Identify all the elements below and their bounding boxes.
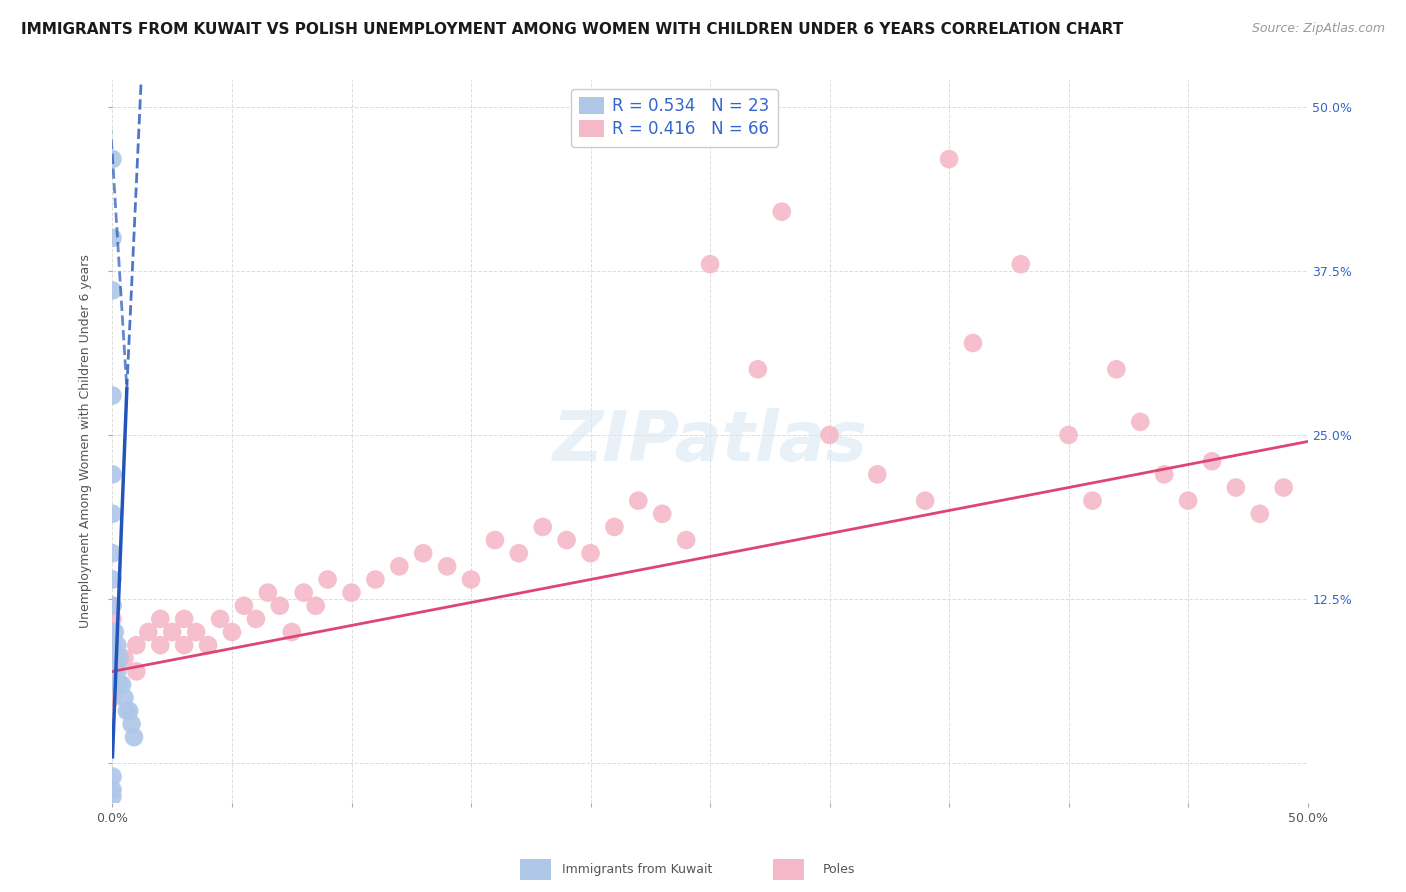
- Point: [257, 585, 280, 599]
- Point: [675, 533, 697, 547]
- Point: [101, 770, 124, 784]
- Point: [101, 651, 124, 665]
- Point: [104, 625, 127, 640]
- Text: ZIPatlas: ZIPatlas: [553, 408, 868, 475]
- Point: [1129, 415, 1152, 429]
- Point: [101, 546, 124, 560]
- Point: [412, 546, 434, 560]
- Point: [122, 730, 145, 744]
- Point: [914, 493, 936, 508]
- Point: [101, 612, 124, 626]
- Point: [531, 520, 554, 534]
- Point: [162, 625, 183, 640]
- Point: [269, 599, 291, 613]
- Point: [699, 257, 721, 271]
- Point: [651, 507, 673, 521]
- Point: [101, 625, 124, 640]
- Point: [149, 638, 172, 652]
- Point: [233, 599, 256, 613]
- Point: [101, 507, 124, 521]
- Point: [1081, 493, 1104, 508]
- Point: [101, 599, 124, 613]
- Point: [1225, 481, 1247, 495]
- Point: [104, 651, 127, 665]
- Point: [281, 625, 304, 640]
- Point: [101, 665, 124, 679]
- Point: [149, 612, 172, 626]
- Point: [121, 717, 143, 731]
- Point: [101, 573, 124, 587]
- Point: [104, 677, 127, 691]
- Point: [603, 520, 626, 534]
- Point: [962, 336, 984, 351]
- Point: [292, 585, 315, 599]
- Point: [105, 638, 128, 652]
- Point: [101, 665, 124, 679]
- Point: [579, 546, 602, 560]
- Point: [316, 573, 339, 587]
- Point: [101, 638, 124, 652]
- Point: [114, 651, 135, 665]
- Point: [114, 690, 135, 705]
- Point: [436, 559, 458, 574]
- Point: [627, 493, 650, 508]
- Point: [484, 533, 506, 547]
- Point: [508, 546, 530, 560]
- Point: [101, 677, 124, 691]
- Point: [115, 704, 138, 718]
- Point: [101, 690, 124, 705]
- Point: [938, 152, 960, 166]
- Legend: R = 0.534   N = 23, R = 0.416   N = 66: R = 0.534 N = 23, R = 0.416 N = 66: [571, 88, 778, 146]
- Point: [186, 625, 208, 640]
- Point: [111, 677, 134, 691]
- Point: [101, 284, 124, 298]
- Point: [1105, 362, 1128, 376]
- Point: [101, 152, 124, 166]
- Point: [101, 638, 124, 652]
- Point: [125, 638, 148, 652]
- Point: [197, 638, 219, 652]
- Point: [101, 231, 124, 245]
- Point: [866, 467, 889, 482]
- Point: [1201, 454, 1223, 468]
- Point: [1057, 428, 1080, 442]
- Point: [221, 625, 243, 640]
- Y-axis label: Unemployment Among Women with Children Under 6 years: Unemployment Among Women with Children U…: [79, 254, 93, 629]
- Text: Poles: Poles: [823, 863, 855, 876]
- Point: [818, 428, 841, 442]
- Point: [105, 665, 128, 679]
- Point: [388, 559, 411, 574]
- Point: [460, 573, 482, 587]
- Point: [101, 467, 124, 482]
- Point: [305, 599, 328, 613]
- Point: [1153, 467, 1175, 482]
- Text: Source: ZipAtlas.com: Source: ZipAtlas.com: [1251, 22, 1385, 36]
- Point: [125, 665, 148, 679]
- Point: [118, 704, 141, 718]
- Point: [770, 204, 793, 219]
- Point: [173, 638, 195, 652]
- Point: [173, 612, 195, 626]
- Point: [101, 782, 124, 797]
- Point: [108, 677, 131, 691]
- Point: [101, 638, 124, 652]
- Point: [1249, 507, 1271, 521]
- Point: [340, 585, 363, 599]
- Point: [101, 789, 124, 804]
- Point: [364, 573, 387, 587]
- Point: [101, 388, 124, 402]
- Point: [209, 612, 232, 626]
- Point: [1272, 481, 1295, 495]
- Point: [108, 651, 131, 665]
- Text: IMMIGRANTS FROM KUWAIT VS POLISH UNEMPLOYMENT AMONG WOMEN WITH CHILDREN UNDER 6 : IMMIGRANTS FROM KUWAIT VS POLISH UNEMPLO…: [21, 22, 1123, 37]
- Point: [101, 651, 124, 665]
- Point: [747, 362, 769, 376]
- Point: [1010, 257, 1032, 271]
- Point: [555, 533, 578, 547]
- Point: [1177, 493, 1199, 508]
- Point: [101, 599, 124, 613]
- Point: [245, 612, 267, 626]
- Point: [138, 625, 160, 640]
- Text: Immigrants from Kuwait: Immigrants from Kuwait: [562, 863, 713, 876]
